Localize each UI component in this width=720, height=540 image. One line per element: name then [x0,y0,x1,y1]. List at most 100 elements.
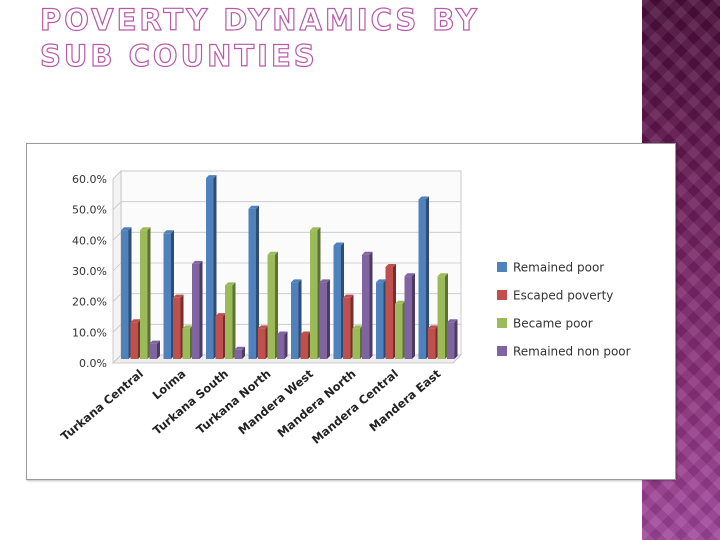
bar-top [140,227,151,231]
bar-top [163,230,174,234]
bar-became-poor-turkana-north [267,251,278,359]
bar-side [369,251,373,359]
bar-remained-poor-mandera-central [376,279,387,359]
bar-escaped-poverty-turkana-north [258,325,269,359]
bar-became-poor-loima [182,325,193,359]
bar-front [206,178,214,359]
gridline-depth [112,324,122,333]
bar-side [454,319,458,359]
slide-title: POVERTY DYNAMICS BY SUB COUNTIES [39,2,480,73]
bar-remained-non-poor-mandera-north [362,251,373,359]
x-category-label: Turkana South [150,367,231,438]
bar-side [213,175,217,359]
bar-top [437,273,448,277]
bar-top [418,196,429,200]
bar-remained-non-poor-mandera-east [447,319,458,359]
bar-top [215,313,226,317]
bar-front [300,334,308,359]
legend-swatch-remained-non-poor [497,346,507,356]
chart-frame: 0.0% 10.0% 20.0% 30.0% 40.0% 50.0% 60.0% Turkan… [26,143,676,480]
y-tick-label: 0.0% [79,357,107,370]
bar-front [163,233,171,359]
gridline-depth [112,170,122,180]
bar-side [256,205,259,359]
bar-top [267,251,278,255]
y-tick-label: 50.0% [72,204,107,217]
bar-remained-poor-mandera-west [291,279,302,359]
gridline-depth [112,232,122,241]
bar-front [376,282,384,359]
bar-front [352,328,360,359]
bar-front [395,303,403,359]
bar-became-poor-mandera-central [395,300,406,359]
bar-top [404,273,415,277]
bar-side [199,260,203,359]
bar-remained-non-poor-turkana-north [277,331,288,359]
bar-side [284,331,288,359]
bar-chart: 0.0% 10.0% 20.0% 30.0% 40.0% 50.0% 60.0% Turkan… [58,170,631,447]
bar-remained-poor-turkana-south [206,175,217,359]
bar-front [248,208,256,359]
bar-front [447,322,455,359]
bar-top [385,264,396,267]
bar-top [333,242,344,246]
bar-became-poor-mandera-north [352,325,363,359]
bar-front [404,276,412,359]
bar-escaped-poverty-turkana-south [215,313,226,359]
bar-side [327,279,330,359]
bar-top [130,319,141,323]
bar-front [234,349,242,359]
bar-top [192,260,203,264]
y-tick-label: 40.0% [72,234,107,247]
bar-top [149,340,160,344]
bar-front [277,334,285,359]
bar-front [149,343,157,359]
bar-side [275,251,278,359]
bar-front [291,282,299,359]
bar-front [267,254,275,359]
legend-swatch-escaped-poverty [497,290,507,300]
bar-escaped-poverty-mandera-west [300,331,311,359]
x-category-label: Turkana Central [58,367,146,444]
legend-label-remained-non-poor: Remained non poor [513,345,631,359]
bar-front [319,282,327,359]
gridline-depth [112,293,122,302]
bar-became-poor-turkana-central [140,227,151,359]
gridline-depth [112,354,122,364]
bar-side [412,273,415,359]
bar-top [376,279,387,283]
legend-label-escaped-poverty: Escaped poverty [513,289,613,303]
bar-top [447,319,458,323]
bar-top [173,294,184,298]
bar-top [310,227,321,231]
bar-top [319,279,330,283]
bar-front [385,267,393,359]
bar-top [248,205,259,209]
bar-side [242,346,245,359]
bar-front [182,328,190,359]
bar-remained-poor-loima [163,230,174,359]
bar-escaped-poverty-turkana-central [130,319,141,359]
bar-top [206,175,217,179]
bar-front [258,328,266,359]
bar-side [426,196,429,359]
y-tick-label: 20.0% [72,296,107,309]
x-category-label: Mandera West [235,366,316,437]
y-tick-label: 10.0% [72,326,107,339]
bar-remained-poor-mandera-north [333,242,344,359]
bar-top [300,331,311,335]
x-category-label: Turkana North [193,367,273,437]
bar-front [362,254,370,359]
bar-top [343,294,354,298]
bar-top [352,325,363,329]
bar-escaped-poverty-mandera-east [428,325,439,359]
bar-top [225,282,236,286]
y-tick-label: 30.0% [72,265,107,278]
bar-became-poor-turkana-south [225,282,236,359]
bar-side [157,340,160,359]
bar-front [215,316,223,359]
legend-swatch-remained-poor [497,262,507,272]
bar-side [232,282,236,359]
bar-top [234,346,245,350]
gridline-depth [112,201,122,210]
